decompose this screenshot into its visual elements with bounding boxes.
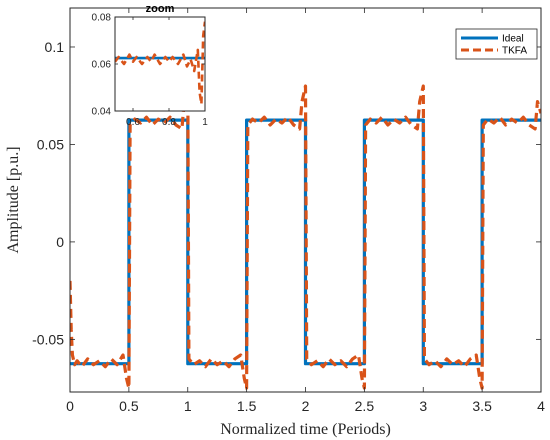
- legend: Ideal TKFA: [455, 28, 538, 60]
- main-tick-group: 0 0.5 1 1.5 2 2.5 3 3.5 4 -0.05 0 0.05 0.1: [32, 8, 545, 414]
- main-xtick-label: 4: [537, 398, 545, 414]
- inset-series-tkfa: [115, 21, 205, 106]
- inset-frame-outline: [114, 16, 206, 112]
- main-frame-outline: [69, 7, 542, 393]
- main-ytick-label: 0: [56, 234, 64, 250]
- legend-label-tkfa: TKFA: [502, 46, 527, 57]
- legend-box: [455, 28, 538, 60]
- y-axis-title: Amplitude [p.u.]: [5, 146, 22, 253]
- inset-ytick-label: 0.04: [92, 107, 112, 118]
- main-ytick-label: 0.05: [37, 136, 64, 152]
- main-ytick-label: -0.05: [32, 331, 64, 347]
- main-series-tkfa: [70, 84, 541, 390]
- zoom-inset: 0.6 0.8 1 0.04 0.06 0.08 zoom: [92, 3, 209, 128]
- inset-xtick-label: 0.8: [162, 117, 176, 128]
- main-xtick-label: 3: [419, 398, 427, 414]
- legend-label-ideal: Ideal: [502, 34, 524, 45]
- inset-xtick-label: 0.6: [126, 117, 140, 128]
- main-xtick-label: 2: [302, 398, 310, 414]
- main-xtick-label: 0.5: [119, 398, 139, 414]
- inset-ytick-label: 0.06: [92, 60, 112, 71]
- main-xtick-label: 2.5: [355, 398, 375, 414]
- main-xtick-label: 0: [66, 398, 74, 414]
- inset-ytick-label: 0.08: [92, 13, 112, 24]
- main-xtick-label: 3.5: [472, 398, 492, 414]
- inset-title: zoom: [146, 3, 175, 15]
- main-xtick-label: 1.5: [237, 398, 257, 414]
- main-ytick-label: 0.1: [45, 39, 65, 55]
- inset-xtick-label: 1: [202, 117, 208, 128]
- x-axis-title: Normalized time (Periods): [220, 421, 391, 438]
- main-xtick-label: 1: [184, 398, 192, 414]
